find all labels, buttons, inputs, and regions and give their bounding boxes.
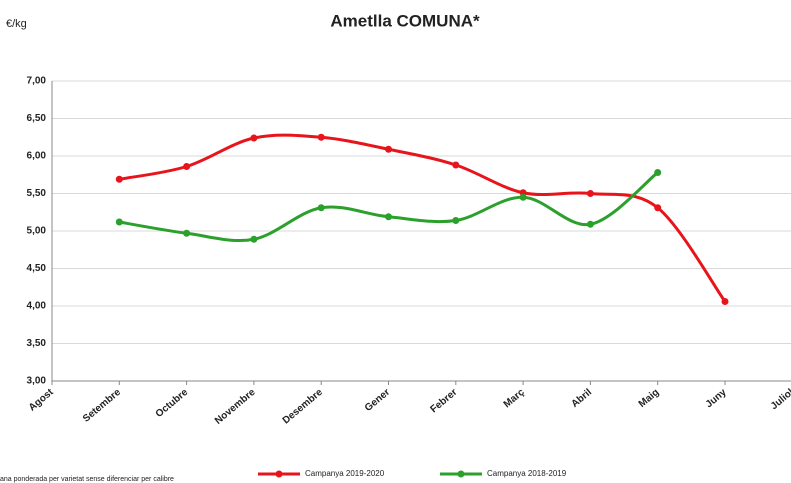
x-tick-label: Novembre — [213, 387, 258, 427]
point — [250, 134, 258, 142]
point — [721, 298, 729, 305]
legend-label: Campanya 2018-2019 — [487, 469, 567, 478]
x-tick-label: Agost — [27, 386, 56, 413]
footnote: ana ponderada per varietat sense diferen… — [0, 476, 174, 483]
point — [115, 218, 123, 226]
legend-marker — [275, 470, 283, 478]
point — [183, 229, 191, 237]
y-axis-label: €/kg — [6, 18, 27, 30]
y-tick-label: 4,00 — [27, 301, 47, 312]
y-tick-label: 3,00 — [27, 376, 47, 387]
y-tick-label: 5,50 — [27, 188, 47, 199]
point — [385, 145, 392, 153]
point — [452, 217, 460, 224]
point — [183, 163, 191, 170]
y-tick-label: 6,50 — [27, 113, 47, 124]
x-tick-label: Febrer — [429, 387, 460, 416]
point — [586, 190, 594, 197]
point — [385, 213, 392, 221]
y-tick-label: 6,00 — [27, 151, 47, 162]
legend-label: Campanya 2019-2020 — [305, 469, 385, 478]
y-tick-label: 5,00 — [27, 226, 47, 237]
series-line — [119, 133, 727, 303]
chart-title: Ametlla COMUNA* — [330, 11, 480, 30]
y-tick-label: 3,50 — [27, 338, 47, 349]
x-tick-label: Abril — [570, 387, 595, 410]
x-tick-label: Juliol — [769, 387, 791, 412]
x-tick-label: Octubre — [154, 387, 191, 420]
point — [317, 133, 325, 141]
x-tick-label: Maig — [637, 387, 662, 410]
x-tick-label: Desembre — [281, 387, 325, 427]
point — [654, 204, 662, 212]
x-tick-label: Gener — [363, 387, 392, 414]
point — [654, 169, 662, 176]
series-line — [119, 171, 659, 243]
x-tick-label: Març — [502, 387, 527, 411]
y-tick-label: 4,50 — [27, 263, 47, 274]
x-tick-label: Setembre — [81, 387, 123, 425]
point — [519, 193, 527, 201]
y-tick-label: 7,00 — [27, 76, 47, 87]
legend-marker — [457, 470, 465, 478]
point — [586, 220, 594, 228]
point — [250, 235, 258, 243]
x-tick-label: Juny — [704, 387, 729, 411]
point — [115, 175, 123, 183]
point — [317, 204, 325, 212]
point — [452, 161, 460, 169]
